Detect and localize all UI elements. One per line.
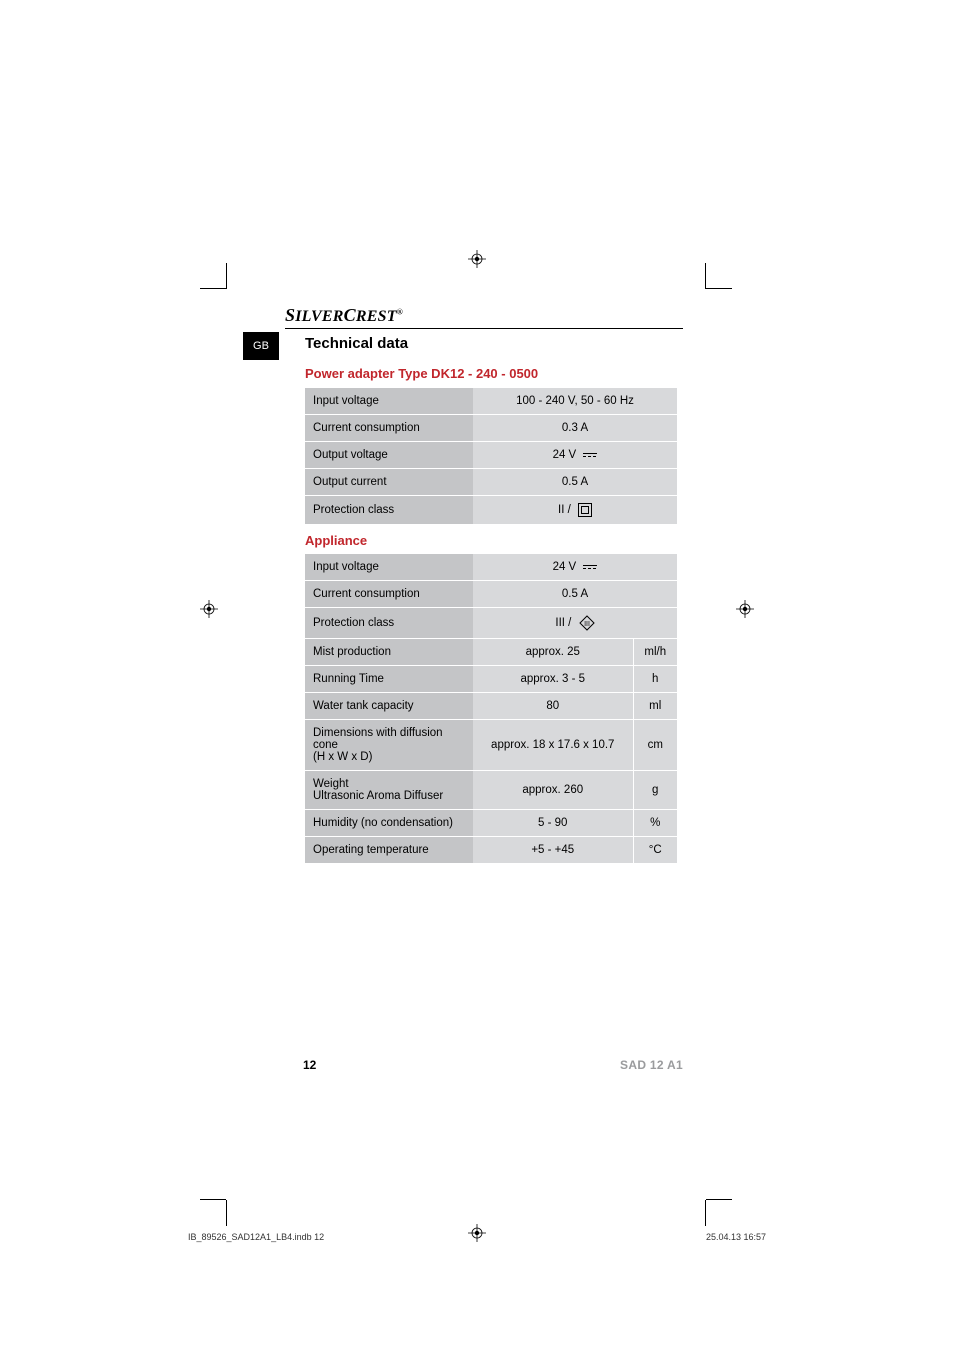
spec-value: 24 V	[473, 554, 677, 581]
spec-label: WeightUltrasonic Aroma Diffuser	[305, 771, 473, 810]
brand-logo: SILVERCREST®	[285, 308, 403, 325]
appliance-header: Appliance	[305, 525, 677, 555]
crop-mark	[200, 288, 226, 289]
spec-value: approx. 18 x 17.6 x 10.7	[473, 720, 633, 771]
spec-label: Water tank capacity	[305, 693, 473, 720]
crop-mark	[226, 263, 227, 289]
spec-value: II /	[473, 496, 677, 525]
print-filename: IB_89526_SAD12A1_LB4.indb 12	[188, 1232, 324, 1242]
brand-header: SILVERCREST®	[285, 305, 683, 329]
registration-mark-icon	[736, 600, 754, 618]
spec-unit: h	[633, 666, 677, 693]
table-row: Water tank capacity80ml	[305, 693, 677, 720]
spec-label: Current consumption	[305, 415, 473, 442]
spec-value: 24 V	[473, 442, 677, 469]
spec-value: approx. 3 - 5	[473, 666, 633, 693]
table-row: Output current0.5 A	[305, 469, 677, 496]
spec-label: Protection class	[305, 496, 473, 525]
crop-mark	[226, 1200, 227, 1226]
table-row: Current consumption0.3 A	[305, 415, 677, 442]
registration-mark-icon	[468, 250, 486, 268]
table-row: Protection classII /	[305, 496, 677, 525]
spec-unit: cm	[633, 720, 677, 771]
table-row: Input voltage24 V	[305, 554, 677, 581]
spec-label: Input voltage	[305, 554, 473, 581]
print-metadata: IB_89526_SAD12A1_LB4.indb 12 25.04.13 16…	[188, 1232, 766, 1242]
spec-label: Mist production	[305, 639, 473, 666]
crop-mark	[705, 1200, 706, 1226]
table-row: WeightUltrasonic Aroma Diffuserapprox. 2…	[305, 771, 677, 810]
spec-value: approx. 260	[473, 771, 633, 810]
crop-mark	[705, 263, 706, 289]
spec-value: III / III	[473, 608, 677, 639]
spec-label: Current consumption	[305, 581, 473, 608]
table-row: Dimensions with diffusion cone(H x W x D…	[305, 720, 677, 771]
table-row: Current consumption0.5 A	[305, 581, 677, 608]
svg-text:III: III	[584, 621, 590, 628]
language-tab: GB	[243, 332, 279, 360]
crop-mark	[706, 1199, 732, 1200]
page-number: 12	[303, 1058, 316, 1072]
spec-label: Protection class	[305, 608, 473, 639]
table-row: Operating temperature+5 - +45°C	[305, 837, 677, 864]
table-row: Mist productionapprox. 25ml/h	[305, 639, 677, 666]
spec-label: Dimensions with diffusion cone(H x W x D…	[305, 720, 473, 771]
registered-mark: ®	[397, 308, 403, 317]
spec-value: 80	[473, 693, 633, 720]
spec-label: Humidity (no condensation)	[305, 810, 473, 837]
table-row: Protection classIII / III	[305, 608, 677, 639]
page-footer: 12 SAD 12 A1	[285, 1058, 683, 1072]
technical-data-table: Power adapter Type DK12 - 240 - 0500 Inp…	[305, 360, 677, 864]
table-row: Humidity (no condensation)5 - 90%	[305, 810, 677, 837]
spec-value: approx. 25	[473, 639, 633, 666]
spec-unit: %	[633, 810, 677, 837]
table-row: Running Timeapprox. 3 - 5h	[305, 666, 677, 693]
adapter-header: Power adapter Type DK12 - 240 - 0500	[305, 360, 677, 388]
spec-value: +5 - +45	[473, 837, 633, 864]
print-timestamp: 25.04.13 16:57	[706, 1232, 766, 1242]
spec-value: 0.3 A	[473, 415, 677, 442]
spec-value: 0.5 A	[473, 581, 677, 608]
crop-mark	[200, 1199, 226, 1200]
spec-label: Output voltage	[305, 442, 473, 469]
spec-unit: g	[633, 771, 677, 810]
spec-value: 100 - 240 V, 50 - 60 Hz	[473, 388, 677, 415]
spec-unit: °C	[633, 837, 677, 864]
spec-value: 5 - 90	[473, 810, 633, 837]
spec-label: Operating temperature	[305, 837, 473, 864]
page-content: SILVERCREST® Technical data Power adapte…	[285, 305, 683, 864]
spec-label: Running Time	[305, 666, 473, 693]
spec-unit: ml	[633, 693, 677, 720]
table-row: Input voltage100 - 240 V, 50 - 60 Hz	[305, 388, 677, 415]
section-title: Technical data	[305, 335, 683, 352]
spec-label: Output current	[305, 469, 473, 496]
registration-mark-icon	[200, 600, 218, 618]
spec-label: Input voltage	[305, 388, 473, 415]
crop-mark	[706, 288, 732, 289]
model-code: SAD 12 A1	[620, 1058, 683, 1072]
spec-unit: ml/h	[633, 639, 677, 666]
spec-value: 0.5 A	[473, 469, 677, 496]
table-row: Output voltage24 V	[305, 442, 677, 469]
